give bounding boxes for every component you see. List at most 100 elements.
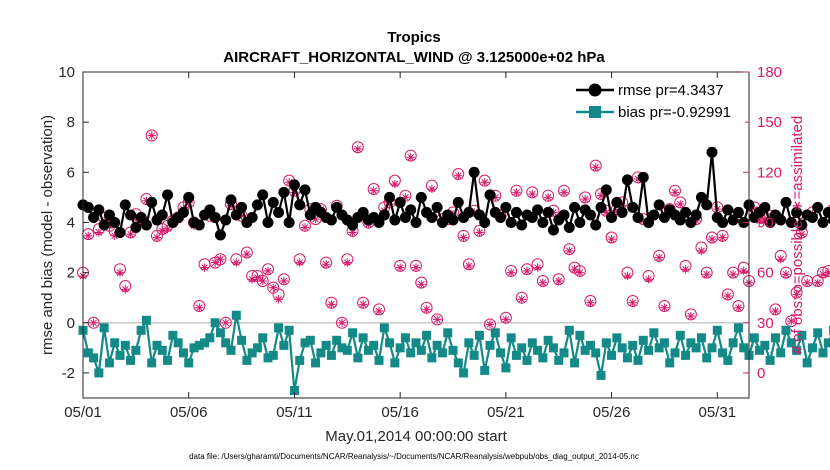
bias-marker (459, 368, 469, 378)
bias-marker (776, 348, 786, 358)
bias-marker (395, 343, 405, 353)
bias-marker (781, 325, 791, 335)
bias-marker (622, 353, 632, 363)
legend-bias-marker (589, 106, 601, 118)
bias-marker (184, 358, 194, 368)
assimilated-marker (147, 131, 156, 140)
bias-marker (670, 348, 680, 358)
rmse-marker (394, 196, 406, 208)
rmse-marker (82, 201, 94, 213)
bias-marker (337, 343, 347, 353)
possible-marker (484, 318, 496, 331)
bias-marker (702, 353, 712, 363)
rmse-marker (690, 209, 702, 221)
possible-marker (695, 241, 708, 254)
bias-marker (231, 310, 241, 320)
possible-marker (700, 266, 713, 279)
possible-marker (785, 315, 798, 328)
y-right-tick-label: 60 (757, 265, 774, 282)
possible-marker (388, 174, 401, 187)
bias-marker (691, 343, 701, 353)
rmse-marker (156, 209, 168, 221)
bias-marker (712, 325, 722, 335)
possible-marker (769, 303, 782, 316)
assimilated-marker (654, 253, 664, 262)
bias-marker (580, 345, 590, 355)
rmse-series (77, 146, 830, 241)
possible-marker (790, 286, 803, 299)
possible-marker (299, 219, 311, 232)
bias-marker (263, 353, 273, 363)
possible-marker (642, 269, 655, 282)
bias-marker (728, 338, 738, 348)
x-tick-label: 05/06 (170, 404, 208, 421)
bias-marker (443, 328, 453, 338)
rmse-marker (606, 211, 618, 223)
rmse-marker (616, 206, 628, 218)
assimilated-marker (787, 316, 796, 326)
bias-marker (628, 340, 638, 350)
bias-marker (311, 358, 321, 368)
bias-marker (511, 350, 521, 360)
assimilated-marker (543, 193, 553, 202)
bias-marker (369, 340, 379, 350)
bias-series (78, 310, 830, 395)
rmse-marker (93, 204, 105, 216)
bias-marker (422, 330, 432, 340)
bias-marker (522, 355, 532, 365)
bias-marker (612, 333, 622, 343)
rmse-marker (283, 216, 295, 228)
rmse-marker (632, 211, 644, 223)
rmse-marker (732, 206, 744, 218)
rmse-marker (791, 206, 803, 218)
bias-marker (289, 385, 299, 395)
possible-marker (669, 184, 681, 197)
rmse-marker (796, 219, 808, 231)
assimilated-marker (411, 263, 421, 272)
bias-marker (570, 358, 580, 368)
bias-marker (786, 338, 796, 348)
assimilated-marker (126, 229, 135, 239)
bias-marker (237, 335, 247, 345)
rmse-marker (812, 201, 824, 213)
bias-marker (274, 323, 284, 333)
rmse-marker (98, 219, 110, 231)
possible-marker (579, 191, 592, 204)
bias-marker (527, 338, 537, 348)
rmse-marker (162, 189, 174, 201)
possible-marker (457, 229, 470, 242)
possible-marker (240, 246, 253, 259)
bias-marker (157, 345, 167, 355)
x-tick-label: 05/31 (699, 404, 737, 421)
x-tick-label: 05/16 (381, 404, 419, 421)
rmse-marker (109, 216, 121, 228)
rmse-marker (405, 204, 417, 216)
possible-marker (811, 274, 824, 287)
rmse-marker (542, 206, 554, 218)
bias-marker (755, 345, 765, 355)
bias-marker (120, 340, 130, 350)
rmse-marker (600, 184, 612, 196)
rmse-marker (251, 199, 263, 211)
possible-marker (193, 300, 206, 313)
bias-marker (173, 338, 183, 348)
assimilated-marker (607, 234, 616, 244)
bias-marker (575, 330, 585, 340)
rmse-marker (130, 221, 142, 233)
assimilated-marker (84, 231, 93, 241)
bias-marker (564, 325, 574, 335)
y-left-tick-label: 10 (58, 64, 75, 81)
rmse-marker (500, 201, 512, 213)
bias-marker (141, 315, 151, 325)
data-file-footer: data file: /Users/gharamti/Documents/NCA… (189, 452, 639, 461)
rmse-marker (706, 146, 718, 158)
y-left-tick-label: -2 (62, 365, 75, 382)
rmse-marker (236, 201, 248, 213)
y-right-tick-label: 0 (757, 365, 765, 382)
possible-marker (817, 266, 829, 279)
bias-marker (332, 335, 342, 345)
bias-marker (739, 343, 749, 353)
assimilated-marker (702, 270, 711, 279)
bias-marker (284, 325, 294, 335)
bias-marker (416, 345, 426, 355)
